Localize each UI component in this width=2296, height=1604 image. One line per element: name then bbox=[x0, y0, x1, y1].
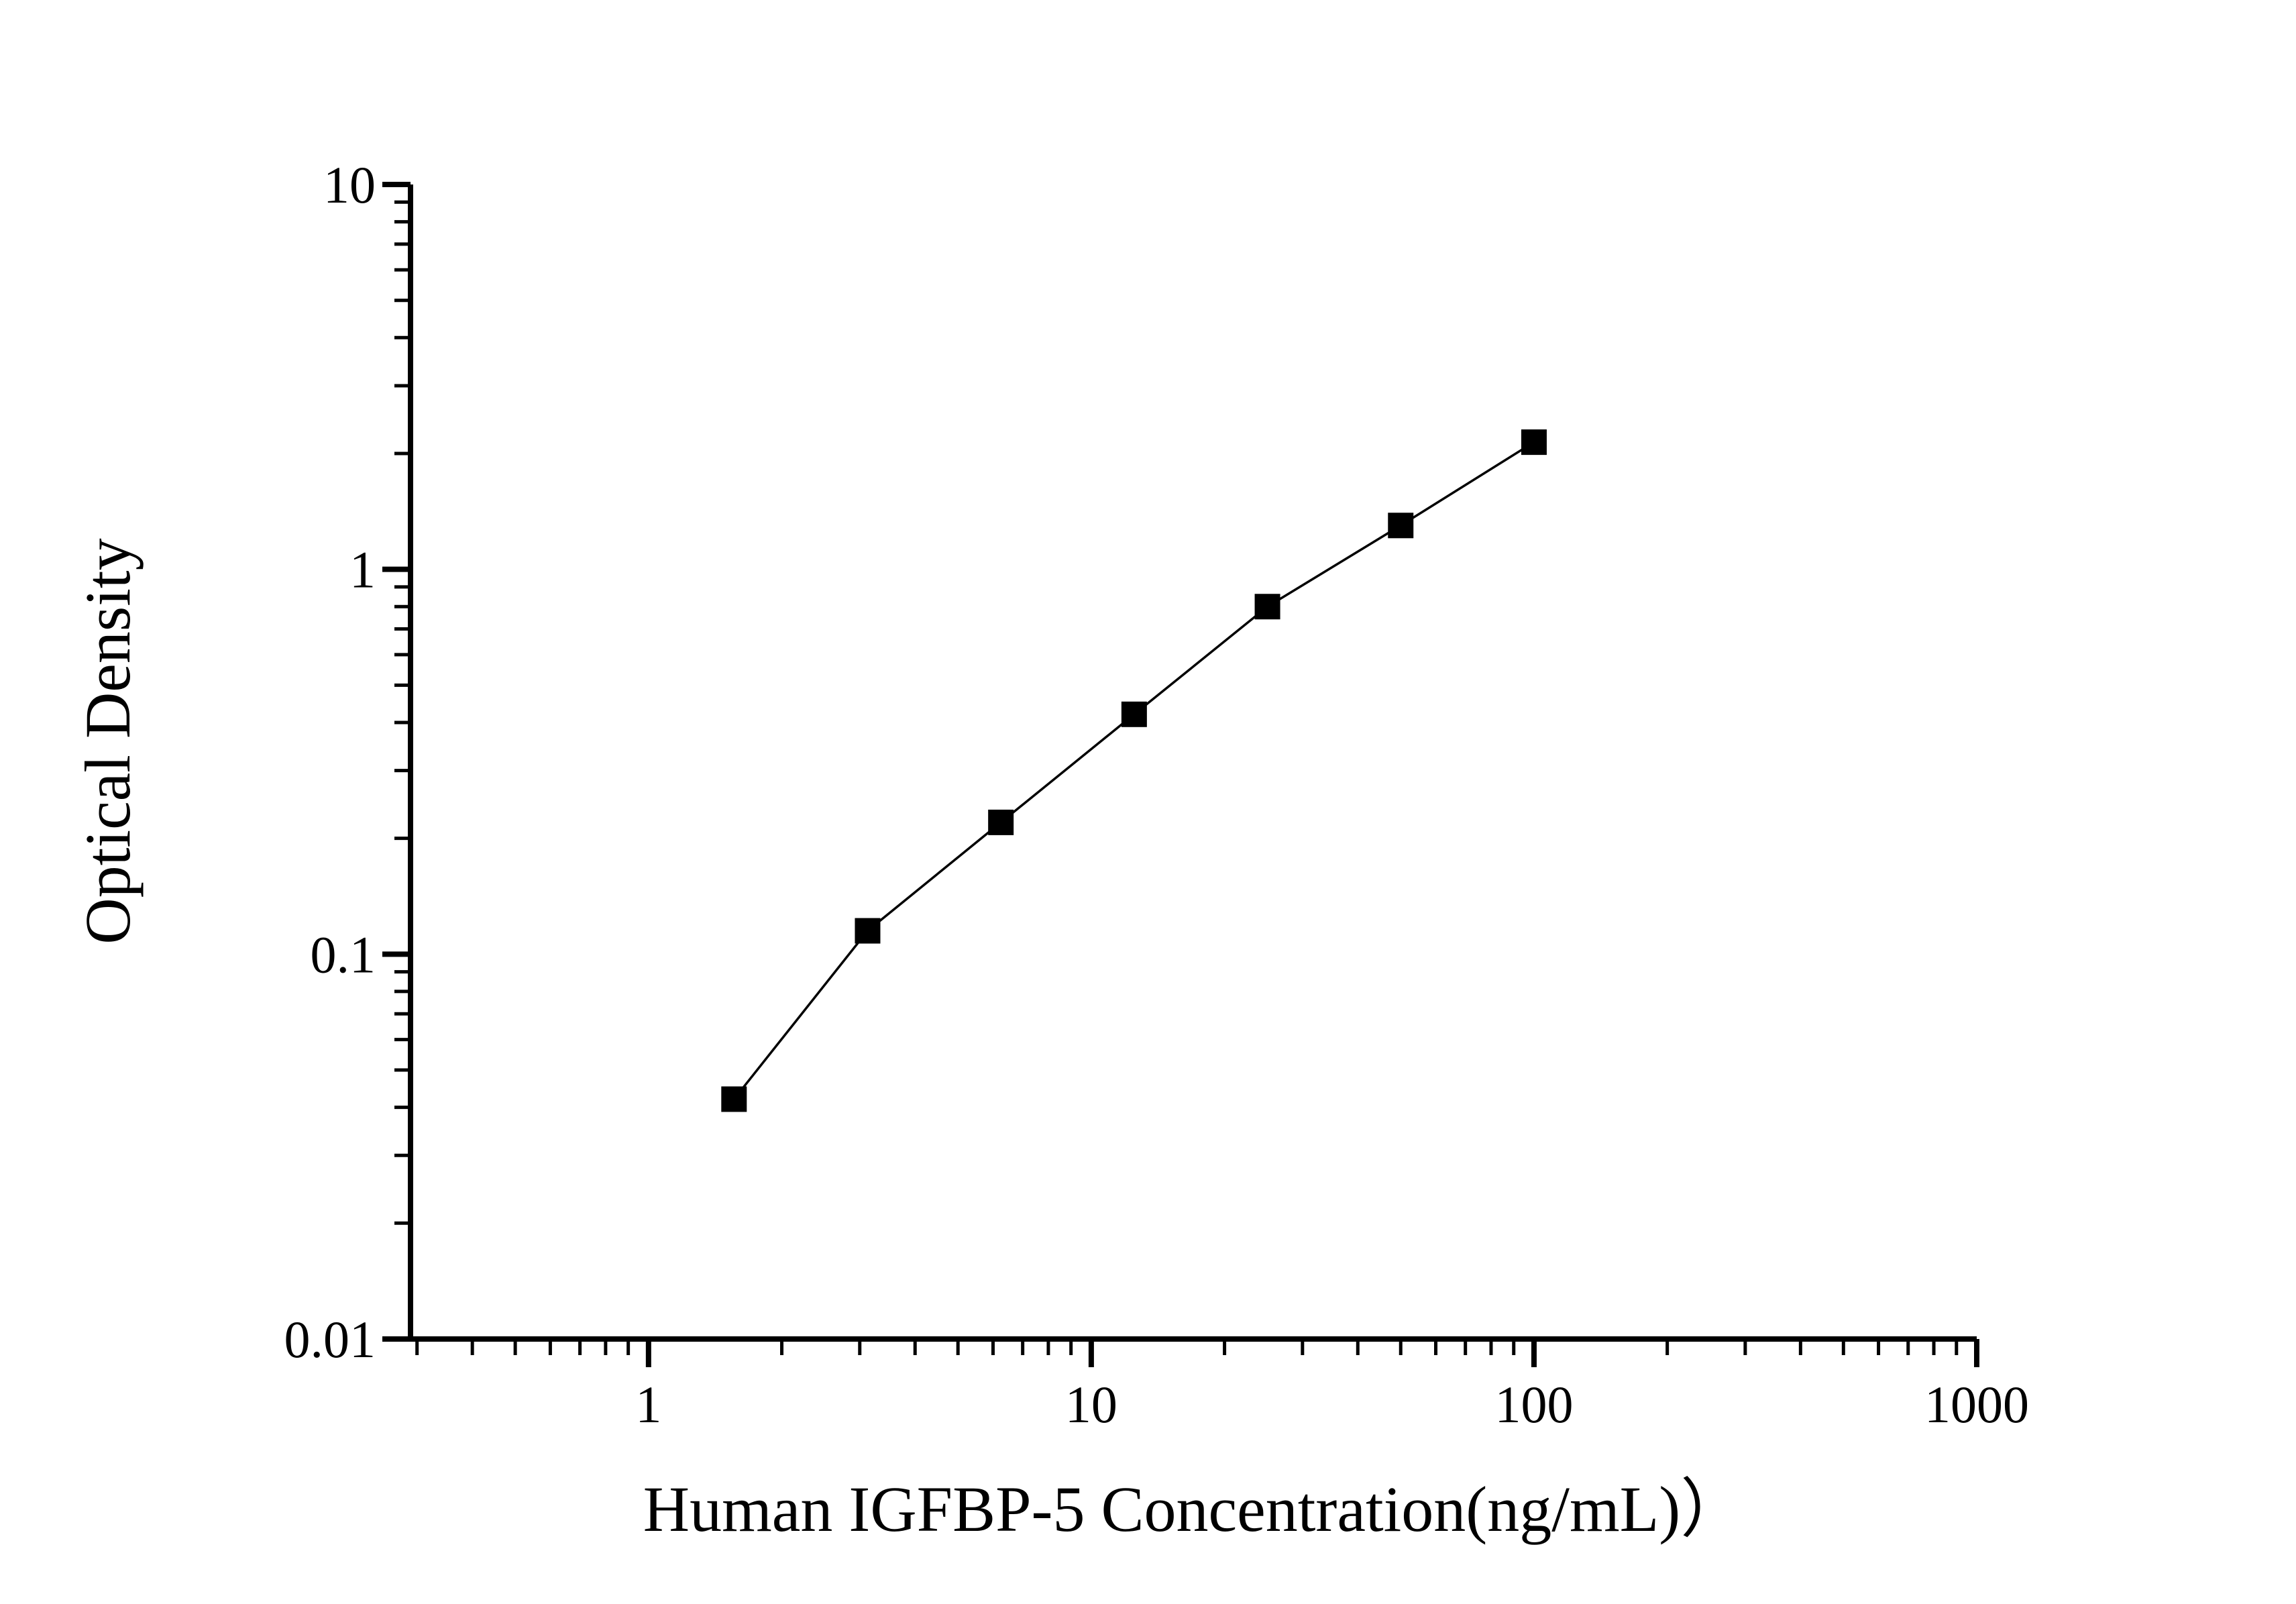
axis-spines bbox=[408, 184, 1977, 1342]
data-point-marker bbox=[1121, 701, 1147, 727]
y-tick-label: 0.1 bbox=[311, 925, 376, 983]
x-tick-label: 1 bbox=[635, 1375, 661, 1434]
x-tick-label: 1000 bbox=[1924, 1375, 2029, 1434]
y-axis-title: Optical Density bbox=[72, 538, 144, 944]
x-tick-label: 10 bbox=[1065, 1375, 1117, 1434]
axes bbox=[408, 184, 1977, 1342]
tick-marks bbox=[382, 182, 1979, 1367]
y-tick-label: 10 bbox=[323, 156, 376, 214]
x-tick-label: 100 bbox=[1494, 1375, 1573, 1434]
y-tick-label: 1 bbox=[349, 541, 376, 599]
data-point-marker bbox=[988, 809, 1014, 835]
data-point-marker bbox=[855, 918, 881, 944]
series-line bbox=[732, 441, 1535, 1100]
data-point-marker bbox=[1254, 594, 1280, 620]
y-tick-label: 0.01 bbox=[284, 1310, 376, 1369]
data-point-marker bbox=[721, 1086, 747, 1112]
tick-labels: 1 10 100 1000 0.01 0.1 1 10 bbox=[284, 156, 2030, 1434]
data-point-marker bbox=[1521, 429, 1547, 456]
data-series bbox=[721, 429, 1547, 1112]
x-axis-title: Human IGFBP-5 Concentration(ng/mL)） bbox=[643, 1473, 1745, 1545]
data-point-marker bbox=[1388, 513, 1414, 539]
